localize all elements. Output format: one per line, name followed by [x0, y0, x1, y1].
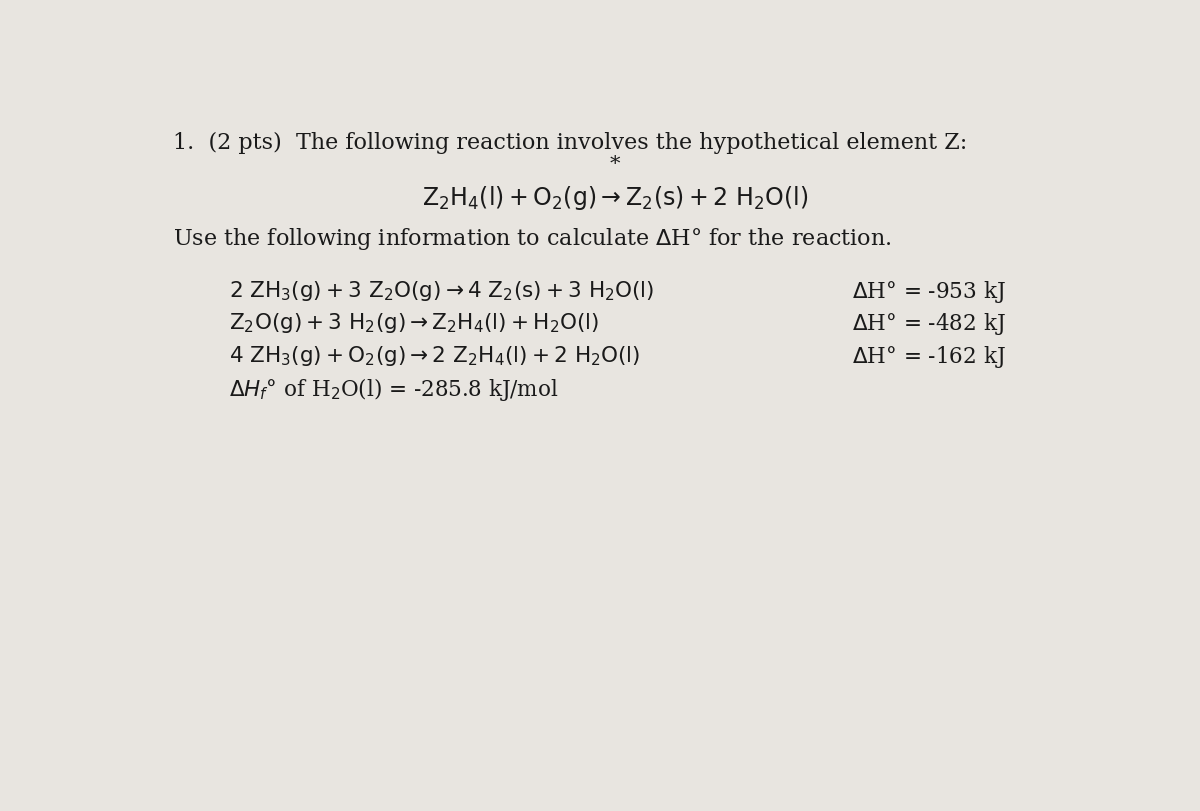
Text: $\mathrm{2\ ZH_3(g) + 3\ Z_2O(g) \rightarrow 4\ Z_2(s) + 3\ H_2O(l)}$: $\mathrm{2\ ZH_3(g) + 3\ Z_2O(g) \righta… — [229, 278, 654, 303]
Text: $\mathrm{Z_2O(g) + 3\ H_2(g) \rightarrow Z_2H_4(l) + H_2O(l)}$: $\mathrm{Z_2O(g) + 3\ H_2(g) \rightarrow… — [229, 311, 599, 335]
Text: $\Delta$H° = -953 kJ: $\Delta$H° = -953 kJ — [852, 278, 1006, 304]
Text: *: * — [610, 155, 620, 174]
Text: $\Delta$H° = -162 kJ: $\Delta$H° = -162 kJ — [852, 343, 1006, 369]
Text: Use the following information to calculate $\Delta$H° for the reaction.: Use the following information to calcula… — [173, 225, 892, 251]
Text: $\Delta$H° = -482 kJ: $\Delta$H° = -482 kJ — [852, 311, 1006, 337]
Text: 1.  (2 pts)  The following reaction involves the hypothetical element Z:: 1. (2 pts) The following reaction involv… — [173, 131, 967, 154]
Text: $\mathrm{Z_2H_4(l) + O_2(g) \rightarrow Z_2(s) + 2\ H_2O(l)}$: $\mathrm{Z_2H_4(l) + O_2(g) \rightarrow … — [422, 183, 808, 212]
Text: $\mathrm{4\ ZH_3(g) + O_2(g) \rightarrow 2\ Z_2H_4(l) + 2\ H_2O(l)}$: $\mathrm{4\ ZH_3(g) + O_2(g) \rightarrow… — [229, 343, 641, 367]
Text: $\Delta H_f$° of H$_2$O(l) = -285.8 kJ/mol: $\Delta H_f$° of H$_2$O(l) = -285.8 kJ/m… — [229, 375, 559, 403]
